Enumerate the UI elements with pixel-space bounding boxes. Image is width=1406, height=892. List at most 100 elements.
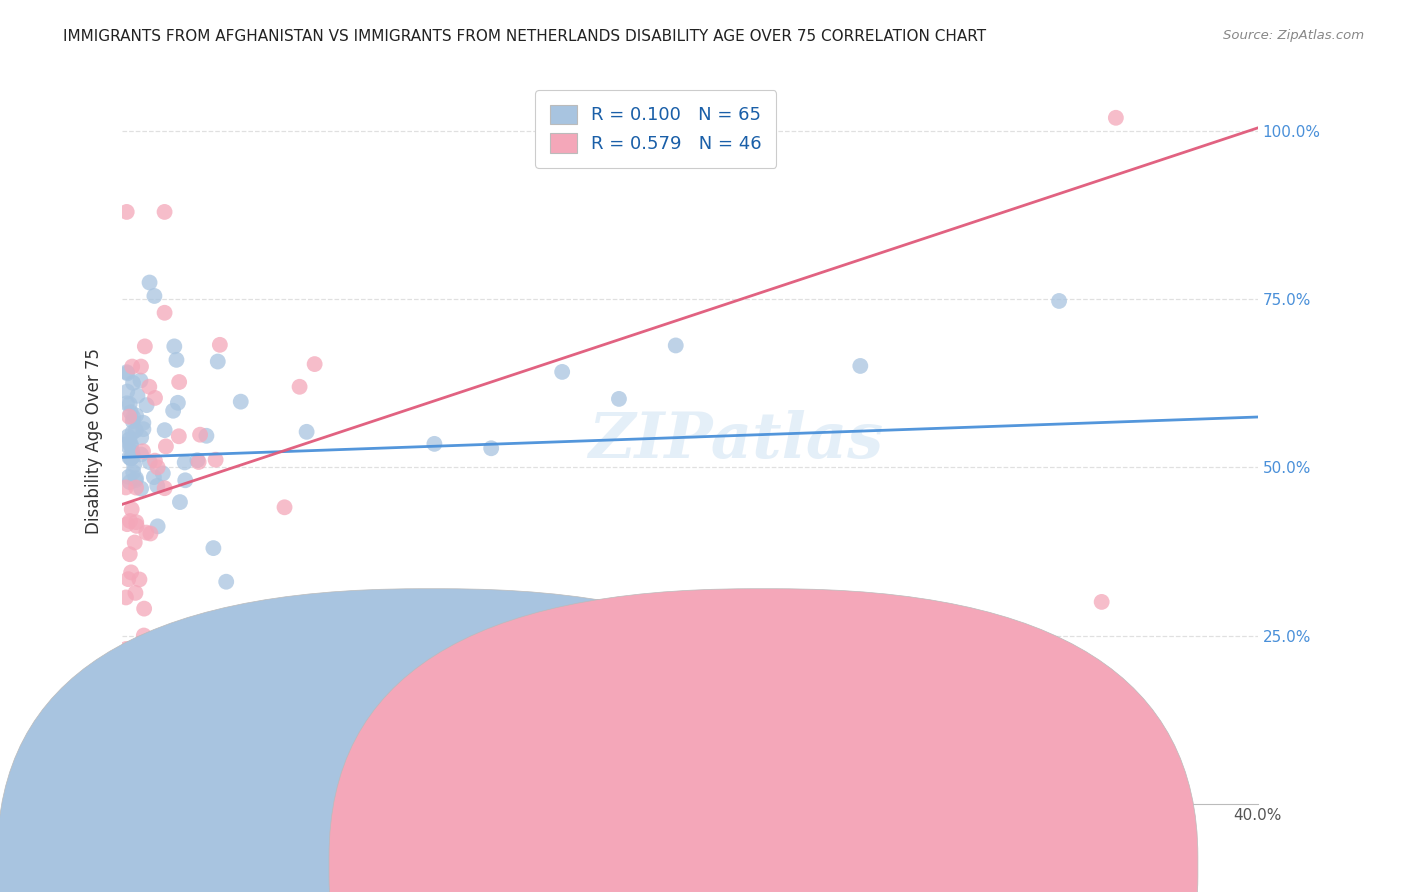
Point <box>118 450 141 465</box>
Point <box>115 591 138 605</box>
Legend: R = 0.100   N = 65, R = 0.579   N = 46: R = 0.100 N = 65, R = 0.579 N = 46 <box>536 90 776 168</box>
Point <box>146 519 169 533</box>
Point <box>118 475 141 489</box>
Point <box>122 410 145 425</box>
Point <box>115 365 138 379</box>
Point <box>174 473 197 487</box>
Point <box>118 470 141 484</box>
Point <box>120 438 142 452</box>
Point <box>129 374 152 388</box>
Y-axis label: Disability Age Over 75: Disability Age Over 75 <box>86 348 103 533</box>
Point <box>153 306 176 320</box>
Point <box>118 409 141 424</box>
Point <box>121 414 143 428</box>
Point <box>117 572 139 586</box>
Point <box>204 452 226 467</box>
Point <box>187 455 209 469</box>
Point <box>121 425 143 440</box>
Point <box>121 445 143 459</box>
Point <box>129 359 152 374</box>
Point <box>121 359 143 374</box>
Point <box>153 423 176 437</box>
Point <box>117 384 139 399</box>
Point <box>118 514 141 528</box>
Point <box>166 352 188 367</box>
Point <box>121 502 143 516</box>
Point <box>122 449 145 463</box>
Point <box>125 519 148 533</box>
Point <box>607 392 630 406</box>
Point <box>115 205 138 219</box>
Point <box>202 541 225 555</box>
Point <box>146 460 169 475</box>
Point <box>1047 293 1070 308</box>
Point <box>132 422 155 436</box>
Point <box>125 409 148 423</box>
Text: Immigrants from Afghanistan: Immigrants from Afghanistan <box>408 857 647 872</box>
Point <box>304 357 326 371</box>
Point <box>125 473 148 487</box>
Text: IMMIGRANTS FROM AFGHANISTAN VS IMMIGRANTS FROM NETHERLANDS DISABILITY AGE OVER 7: IMMIGRANTS FROM AFGHANISTAN VS IMMIGRANT… <box>63 29 987 44</box>
Point <box>143 289 166 303</box>
Point <box>134 601 156 615</box>
Point <box>115 642 138 657</box>
Point <box>118 397 141 411</box>
Point <box>120 566 142 580</box>
Point <box>163 736 186 750</box>
Point <box>423 437 446 451</box>
Point <box>167 396 190 410</box>
Point <box>125 481 148 495</box>
Point <box>129 448 152 462</box>
Point <box>1091 595 1114 609</box>
Point <box>143 453 166 467</box>
Point <box>153 205 176 219</box>
Point <box>139 455 162 469</box>
Point <box>188 427 211 442</box>
Text: ZIPatlas: ZIPatlas <box>588 409 883 471</box>
Point <box>273 500 295 515</box>
Point <box>138 380 160 394</box>
Point <box>143 391 166 405</box>
Point <box>124 586 146 600</box>
Point <box>173 455 195 469</box>
Point <box>186 453 208 467</box>
Point <box>551 365 574 379</box>
Point <box>122 458 145 472</box>
Point <box>135 525 157 540</box>
Point <box>153 481 176 495</box>
Text: Source: ZipAtlas.com: Source: ZipAtlas.com <box>1223 29 1364 42</box>
Point <box>169 495 191 509</box>
Point <box>125 515 148 529</box>
Point <box>120 405 142 419</box>
Point <box>208 338 231 352</box>
Point <box>1105 111 1128 125</box>
Point <box>128 573 150 587</box>
Point <box>139 526 162 541</box>
Point <box>125 423 148 437</box>
Point <box>115 396 138 410</box>
Point <box>146 479 169 493</box>
Point <box>118 547 141 561</box>
Point <box>288 380 311 394</box>
Point <box>125 471 148 485</box>
Point <box>114 437 136 451</box>
Point <box>155 439 177 453</box>
Point <box>163 339 186 353</box>
Point <box>124 535 146 549</box>
Point <box>117 367 139 381</box>
Point <box>122 376 145 390</box>
Point <box>132 444 155 458</box>
Point <box>132 416 155 430</box>
Point <box>134 339 156 353</box>
Point <box>152 467 174 481</box>
Text: Immigrants from Netherlands: Immigrants from Netherlands <box>737 857 979 872</box>
Point <box>122 465 145 479</box>
Point <box>117 429 139 443</box>
Point <box>162 403 184 417</box>
Point <box>127 389 149 403</box>
Point <box>118 432 141 446</box>
Point <box>167 429 190 443</box>
Point <box>207 354 229 368</box>
Point <box>129 482 152 496</box>
Point <box>120 451 142 466</box>
